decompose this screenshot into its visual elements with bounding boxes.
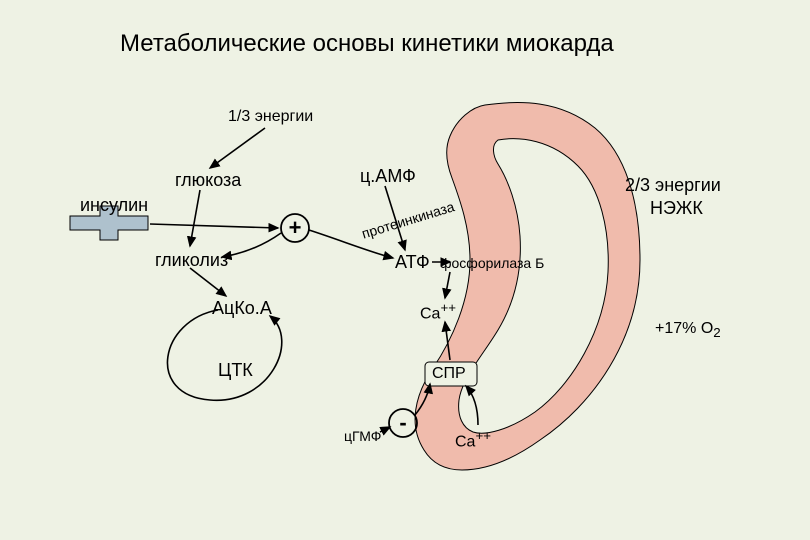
label-ca-inner: Ca++ (420, 300, 456, 323)
minus-icon-sign: - (399, 410, 406, 435)
label-two-thirds-energy: 2/3 энергии (625, 175, 721, 196)
arrow-phosb-to-ca (445, 272, 450, 298)
arrow-energy-to-glucose (210, 128, 265, 168)
label-glycolysis: гликолиз (155, 250, 228, 271)
arrow-glycolysis-to-ackoa (190, 268, 226, 296)
label-atp: АТФ (395, 252, 430, 273)
arrow-cgmp-to-minus (380, 427, 390, 432)
label-tca: ЦТК (218, 360, 253, 381)
label-insulin: инсулин (80, 195, 148, 216)
label-ca-outer: Ca++ (455, 428, 491, 451)
label-third-energy: 1/3 энергии (228, 108, 313, 126)
label-glucose: глюкоза (175, 170, 241, 191)
label-spr: СПР (432, 365, 466, 383)
diagram-title: Метаболические основы кинетики миокарда (120, 30, 614, 58)
label-nefa: НЭЖК (650, 198, 703, 219)
label-ackoa: АцКо.А (212, 298, 272, 319)
arrow-plus-to-glycolysis (222, 233, 281, 257)
arrow-ackoa-tca-loop (167, 310, 281, 400)
label-camp: ц.АМФ (360, 166, 416, 187)
plus-icon-sign: + (289, 215, 302, 240)
label-plus-17-o2: +17% О2 (655, 320, 721, 340)
arrow-insulin-to-plus (150, 224, 278, 228)
arrow-glucose-to-glycolysis (190, 190, 200, 246)
label-cgmp: цГМФ (344, 428, 381, 444)
label-phosphorylase-b: фосфорилаза Б (440, 255, 544, 271)
